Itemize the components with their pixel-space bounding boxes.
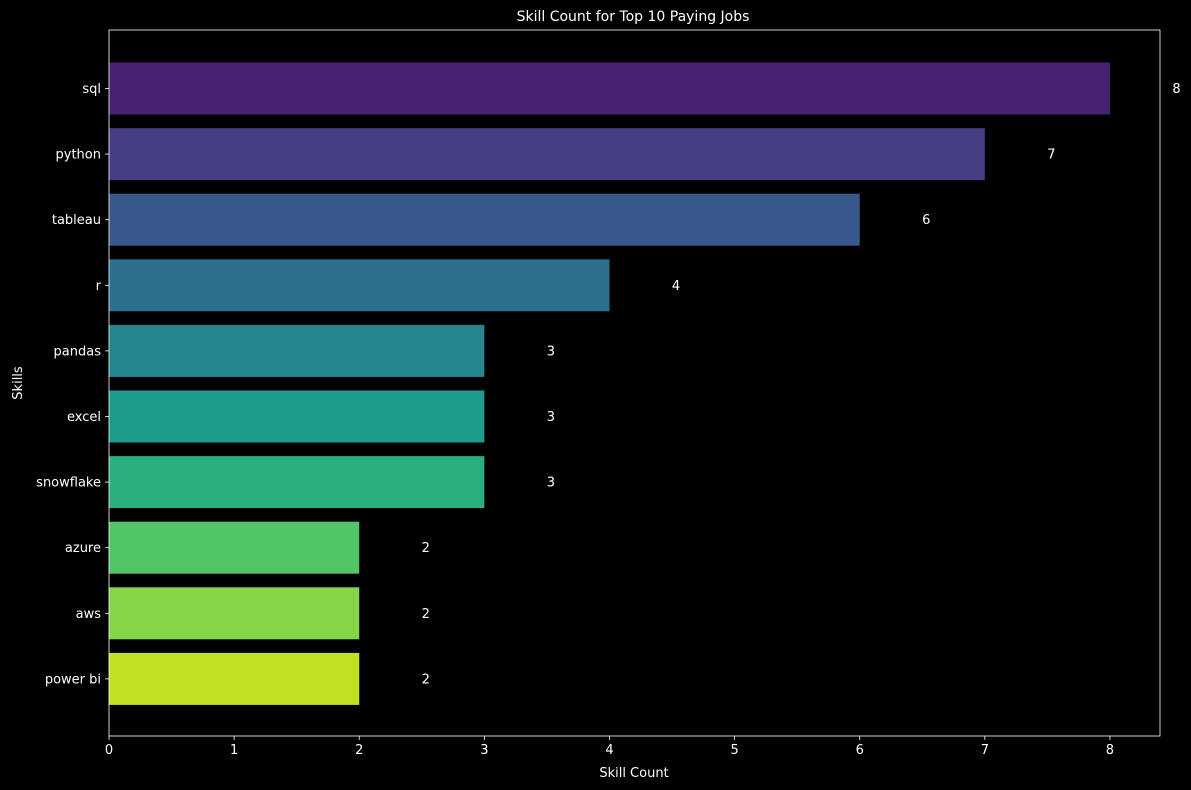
x-tick-label: 7 bbox=[981, 743, 989, 758]
y-tick-label: excel bbox=[67, 410, 101, 425]
x-tick-labels: 0 1 2 3 4 5 6 7 8 bbox=[105, 736, 1114, 758]
bar-pandas bbox=[109, 324, 485, 377]
data-label: 3 bbox=[547, 344, 555, 359]
data-label: 6 bbox=[922, 213, 930, 228]
bar-snowflake bbox=[109, 456, 485, 509]
x-tick-label: 5 bbox=[730, 743, 738, 758]
bar-power-bi bbox=[109, 652, 360, 705]
data-label: 3 bbox=[547, 476, 555, 491]
y-tick-label: azure bbox=[65, 541, 101, 556]
y-tick-label: tableau bbox=[52, 213, 101, 228]
x-tick-label: 4 bbox=[605, 743, 613, 758]
plot-frame bbox=[108, 29, 1161, 737]
data-label: 3 bbox=[547, 410, 555, 425]
bar-python bbox=[109, 128, 985, 181]
bar-excel bbox=[109, 390, 485, 443]
bar-tableau bbox=[109, 193, 860, 246]
y-tick-labels: sql python tableau r pandas excel snowflake azu… bbox=[36, 82, 109, 687]
bar-r bbox=[109, 259, 610, 312]
x-tick-label: 0 bbox=[105, 743, 113, 758]
y-tick-label: sql bbox=[82, 82, 101, 97]
x-tick-label: 2 bbox=[355, 743, 363, 758]
bar-aws bbox=[109, 587, 360, 640]
x-axis-label: Skill Count bbox=[599, 766, 668, 781]
y-axis-label: Skills bbox=[11, 366, 26, 400]
data-label: 2 bbox=[422, 607, 430, 622]
data-label: 2 bbox=[422, 541, 430, 556]
x-tick-label: 8 bbox=[1106, 743, 1114, 758]
bars-group bbox=[109, 62, 1110, 705]
data-label: 8 bbox=[1172, 82, 1180, 97]
y-tick-label: snowflake bbox=[36, 476, 101, 491]
data-labels: 8 7 6 4 3 3 3 2 2 2 bbox=[422, 82, 1181, 687]
bar-azure bbox=[109, 521, 360, 574]
x-tick-label: 1 bbox=[230, 743, 238, 758]
y-tick-label: aws bbox=[76, 607, 102, 622]
data-label: 7 bbox=[1047, 148, 1055, 163]
data-label: 4 bbox=[672, 279, 680, 294]
y-tick-label: power bi bbox=[45, 672, 101, 687]
data-label: 2 bbox=[422, 672, 430, 687]
x-tick-label: 6 bbox=[856, 743, 864, 758]
y-tick-label: pandas bbox=[54, 344, 102, 359]
bar-sql bbox=[109, 62, 1110, 115]
chart-title: Skill Count for Top 10 Paying Jobs bbox=[517, 9, 750, 25]
x-tick-label: 3 bbox=[480, 743, 488, 758]
y-tick-label: r bbox=[96, 279, 102, 294]
y-tick-label: python bbox=[56, 148, 101, 163]
